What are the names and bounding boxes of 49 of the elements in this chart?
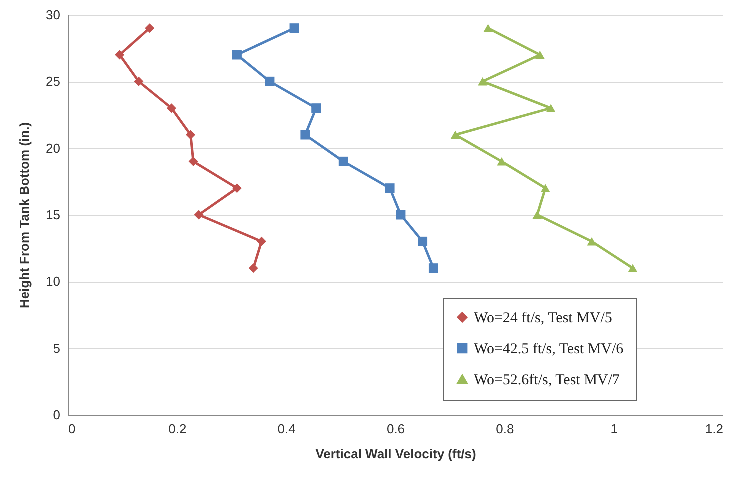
point: [385, 184, 395, 194]
y-axis-title: Height From Tank Bottom (in.): [17, 122, 32, 309]
legend-label: Wo=52.6ft/s, Test MV/7: [474, 372, 620, 388]
point: [587, 238, 597, 246]
point: [484, 24, 494, 32]
x-tick-label: 0.2: [168, 422, 187, 436]
x-axis-title: Vertical Wall Velocity (ft/s): [316, 446, 476, 462]
point: [450, 130, 460, 140]
point: [194, 210, 204, 220]
point: [497, 158, 507, 166]
x-tick-label: 1.2: [705, 422, 724, 436]
x-tick-label: 0.6: [386, 422, 406, 436]
point: [300, 130, 310, 140]
point: [396, 210, 406, 220]
legend-label: Wo=24 ft/s, Test MV/5: [474, 310, 612, 326]
point: [265, 76, 275, 86]
point: [338, 156, 348, 166]
point: [478, 78, 488, 86]
point: [546, 104, 556, 112]
point: [428, 264, 438, 274]
point: [628, 264, 638, 272]
legend-label: Wo=42.5 ft/s, Test MV/6: [474, 342, 624, 358]
y-tick-label: 5: [53, 340, 60, 356]
point: [257, 236, 267, 246]
point: [232, 184, 242, 194]
y-tick-label: 0: [53, 408, 60, 422]
point: [532, 210, 542, 220]
x-tick-label: 0.4: [278, 422, 296, 436]
point: [248, 264, 258, 274]
point: [134, 76, 144, 86]
point: [312, 104, 322, 114]
point: [232, 50, 242, 60]
y-tick-label: 15: [46, 208, 60, 222]
x-tick-label: 1: [610, 422, 618, 436]
point: [535, 50, 545, 60]
point: [188, 156, 198, 166]
x-tick-label: 0: [68, 422, 76, 436]
y-tick-label: 30: [46, 8, 60, 22]
point: [115, 50, 125, 60]
y-tick-label: 20: [46, 140, 60, 156]
point: [145, 24, 155, 34]
y-tick-label: 25: [46, 74, 60, 90]
point: [540, 184, 550, 192]
y-tick-label: 10: [46, 274, 60, 290]
point: [290, 24, 300, 34]
point: [166, 104, 176, 114]
point: [186, 130, 196, 140]
x-tick-label: 0.8: [496, 422, 514, 436]
point: [418, 236, 428, 246]
